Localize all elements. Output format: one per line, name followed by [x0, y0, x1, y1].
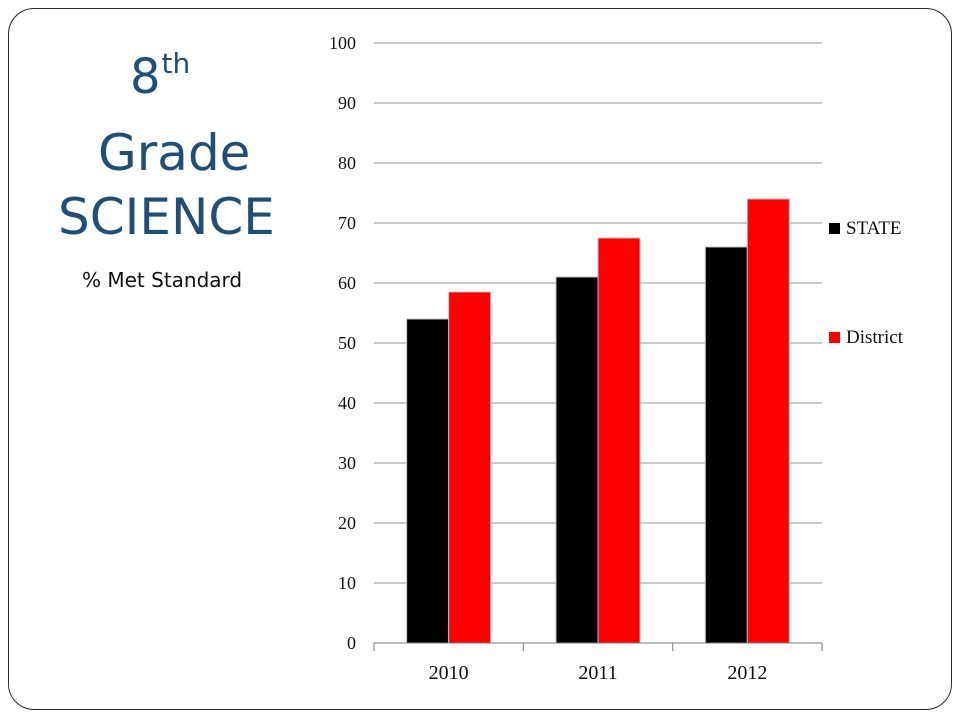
- title-grade-number: 8th: [130, 47, 191, 102]
- y-tick-label: 40: [338, 393, 356, 413]
- y-tick-label: 80: [338, 153, 356, 173]
- y-tick-label: 30: [338, 453, 356, 473]
- title-grade-word: Grade: [98, 124, 251, 182]
- grade-ordinal-suffix: th: [161, 47, 191, 80]
- bar-state-2012: [704, 246, 748, 644]
- bar-district-2011: [597, 237, 641, 644]
- y-tick-label: 20: [338, 513, 356, 533]
- y-tick-label: 90: [338, 93, 356, 113]
- y-tick-label: 0: [347, 633, 356, 653]
- y-tick-label: 50: [338, 333, 356, 353]
- bar-state-2011: [555, 276, 599, 644]
- legend-label-state: STATE: [846, 218, 901, 239]
- x-tick-label: 2012: [727, 662, 767, 684]
- y-tick-label: 60: [338, 273, 356, 293]
- x-tick-label: 2010: [429, 662, 469, 684]
- slide-frame: [8, 8, 952, 710]
- bar-state-2010: [406, 318, 450, 644]
- y-tick-label: 70: [338, 213, 356, 233]
- chart-subtitle: % Met Standard: [82, 268, 243, 292]
- bar-district-2012: [746, 198, 790, 644]
- bar-district-2010: [448, 291, 492, 644]
- legend-swatch-state: [829, 223, 840, 234]
- y-tick-label: 10: [338, 573, 356, 593]
- grade-number: 8: [130, 49, 161, 105]
- title-block: 8th Grade SCIENCE % Met Standard: [0, 0, 300, 320]
- legend-label-district: District: [846, 327, 904, 348]
- title-subject: SCIENCE: [58, 188, 275, 246]
- x-tick-label: 2011: [578, 662, 617, 684]
- y-tick-label: 100: [329, 33, 356, 53]
- legend-swatch-district: [829, 332, 840, 343]
